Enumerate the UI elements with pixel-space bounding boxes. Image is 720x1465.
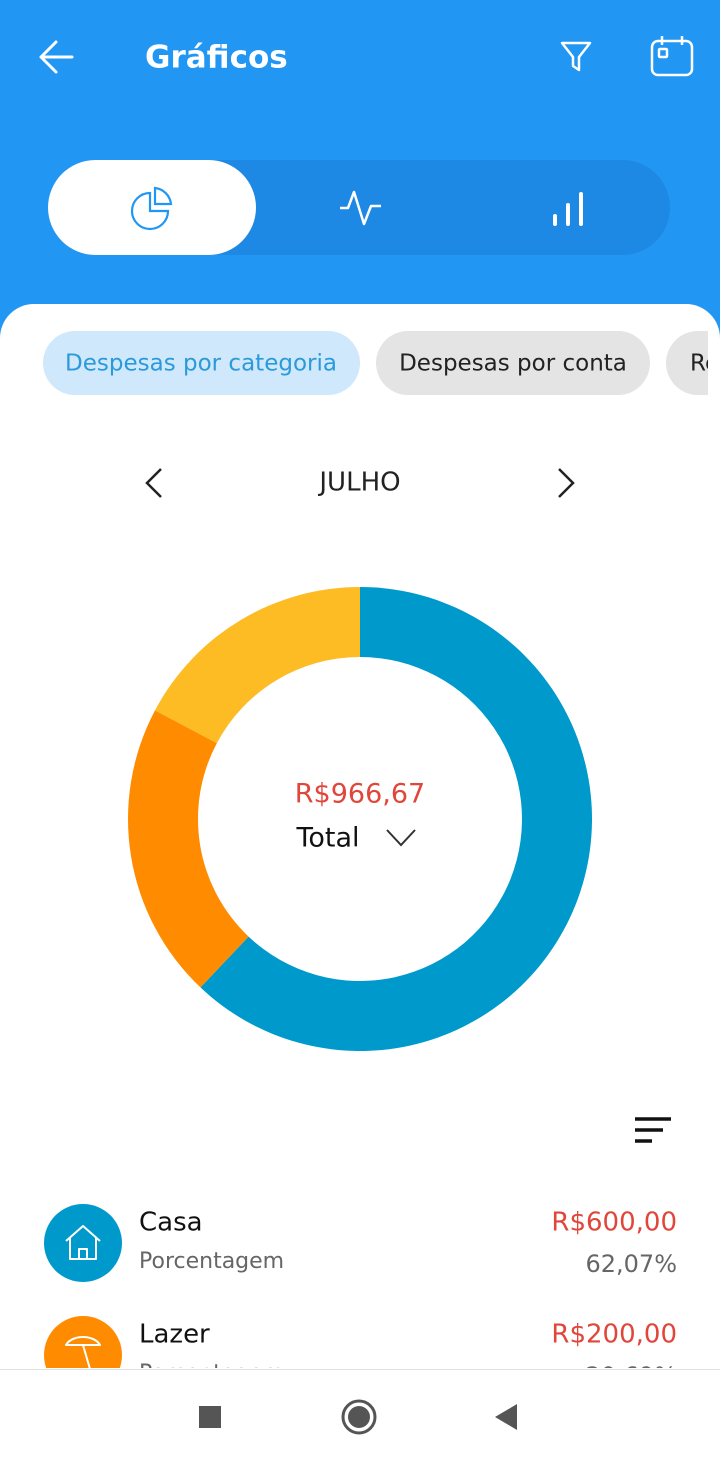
category-name: Casa: [139, 1208, 203, 1238]
category-name: Lazer: [139, 1320, 210, 1350]
chip[interactable]: [376, 331, 650, 395]
category-glyph: [65, 1225, 101, 1260]
chip-label: Re: [690, 351, 719, 377]
category-icon: [44, 1316, 122, 1368]
chip-label: Despesas por conta: [399, 351, 627, 377]
total-label: Total: [295, 823, 359, 854]
category-subtitle: Porcentagem: [139, 1249, 284, 1274]
category-list: Casa Porcentagem R$600,00 62,07% Lazer Porcen…: [44, 1204, 677, 1390]
back-nav-button[interactable]: [495, 1404, 517, 1430]
back-button[interactable]: [39, 40, 74, 74]
page-title: Gráficos: [145, 40, 288, 76]
donut-slice: [200, 587, 592, 1052]
calendar-button[interactable]: [650, 36, 694, 77]
total-dropdown[interactable]: [386, 829, 416, 847]
filter-button[interactable]: [560, 41, 592, 72]
donut-chart: [128, 587, 592, 1052]
recents-button[interactable]: [199, 1406, 221, 1428]
sort-button[interactable]: [635, 1117, 671, 1143]
next-month[interactable]: [558, 468, 575, 498]
category-glyph: [65, 1335, 101, 1368]
bar-tab[interactable]: [553, 192, 583, 226]
previous-month[interactable]: [145, 468, 162, 498]
donut-slice: [128, 710, 249, 988]
chip-label: Despesas por categoria: [65, 351, 337, 377]
content-card: [0, 304, 720, 1465]
home-button[interactable]: [341, 1399, 377, 1435]
month-label: JULHO: [317, 468, 400, 498]
category-percent: 62,07%: [585, 1250, 677, 1278]
category-amount: R$200,00: [551, 1320, 677, 1350]
chip-selected[interactable]: [43, 331, 360, 395]
total-value: R$966,67: [295, 779, 425, 810]
line-tab[interactable]: [340, 190, 381, 226]
category-icon: [44, 1204, 122, 1282]
category-percent: 20,69%: [585, 1362, 677, 1390]
chip[interactable]: [666, 331, 720, 395]
pie-tab-selected[interactable]: [48, 160, 256, 255]
pie-icon: [130, 186, 173, 231]
home-button-dot: [348, 1406, 370, 1428]
category-subtitle: Porcentagem: [139, 1361, 284, 1386]
category-amount: R$600,00: [551, 1208, 677, 1238]
donut-slice: [155, 587, 360, 744]
